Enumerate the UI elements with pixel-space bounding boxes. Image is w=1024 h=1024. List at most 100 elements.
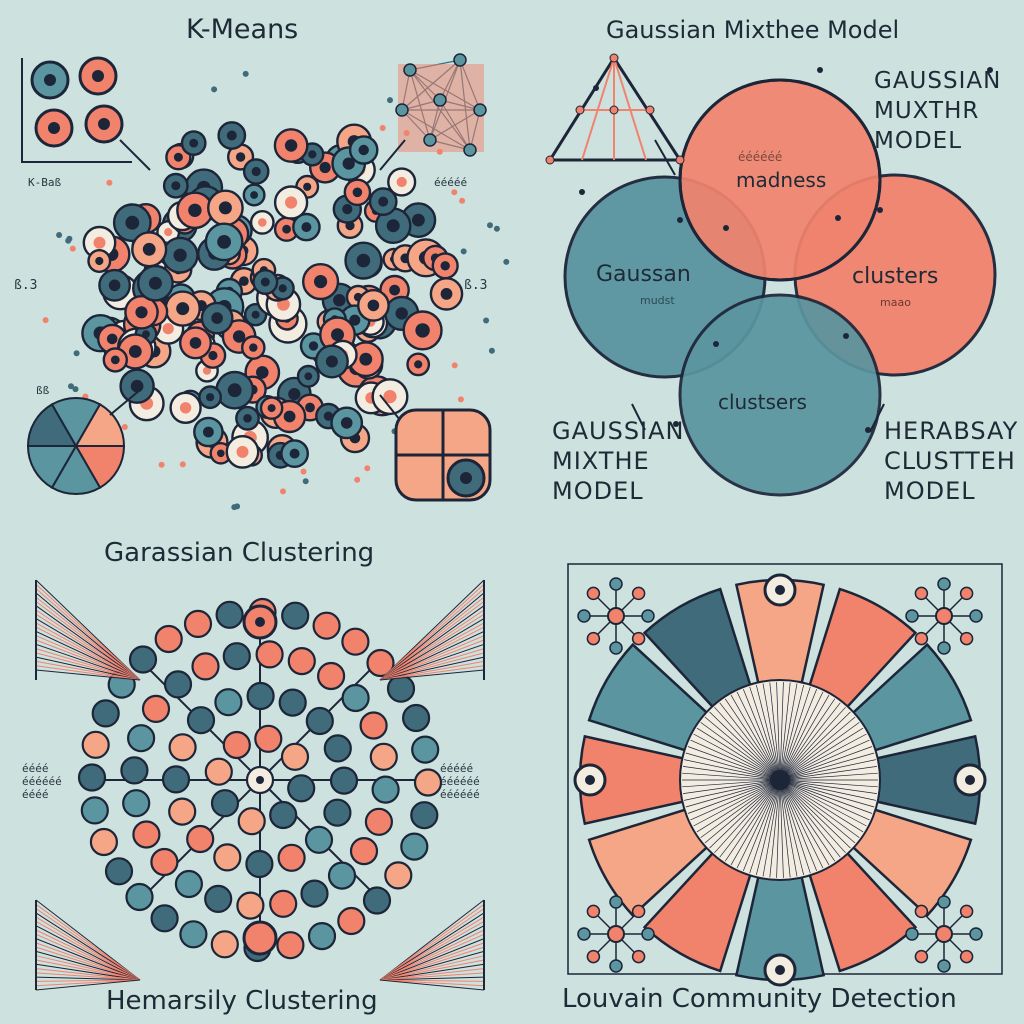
hier-node (80, 796, 109, 825)
cluster-point-center (110, 355, 120, 365)
cluster-point-center (106, 333, 118, 345)
hub-ray (779, 779, 811, 874)
fan-frame (35, 580, 485, 990)
hub-ray (779, 716, 856, 781)
fan-line (35, 665, 141, 681)
hier-node (255, 640, 284, 669)
fan-line (35, 979, 141, 987)
hub-ray (779, 766, 878, 781)
cluster-point-center (308, 150, 317, 159)
mini-hub (935, 607, 953, 625)
cluster-point-center (331, 328, 344, 342)
hub-ray (724, 698, 781, 781)
scatter-dot (354, 476, 361, 483)
fan-line (379, 968, 485, 981)
cluster-point-center (173, 152, 183, 162)
gmm-dot (817, 67, 823, 73)
hub-ray (779, 779, 878, 788)
cluster-point-center (217, 235, 232, 249)
cluster-point-center (389, 284, 400, 296)
mini-node (914, 586, 929, 601)
scatter-dot (488, 347, 495, 354)
gmm-circle-left-label: Gaussan (596, 262, 691, 287)
hub-ray (779, 779, 856, 844)
hub-ray (769, 682, 781, 781)
cluster-point-center (356, 253, 371, 268)
scatter-dot (179, 461, 186, 468)
hier-node (307, 921, 337, 951)
scatter-dot (387, 97, 393, 104)
hier-node (366, 648, 395, 678)
hier-node (269, 800, 298, 830)
cluster-point-center (108, 279, 121, 292)
cluster-point-center (325, 355, 338, 368)
scatter-dot (106, 179, 113, 186)
kmeans-title: K-Means (186, 14, 299, 45)
hier-node (89, 827, 119, 857)
cluster-point-center (282, 224, 291, 234)
fan-line (35, 605, 141, 681)
hub-ray (779, 779, 867, 827)
network-node (423, 133, 437, 147)
hierarchical-title: Hemarsily Clustering (106, 986, 378, 1016)
fan-line (379, 622, 485, 681)
hier-node (127, 724, 156, 753)
triangle-node (675, 155, 685, 165)
hier-node (128, 645, 158, 674)
hub-ray (779, 779, 876, 801)
mini-node (609, 959, 623, 973)
hub-ray (704, 716, 781, 781)
cluster-point-center (93, 236, 106, 249)
hier-node (384, 861, 413, 890)
legend-circle-center (48, 122, 60, 134)
fan-line (379, 955, 485, 981)
cluster-point-center (319, 161, 331, 174)
cluster-point-center (226, 130, 237, 141)
leader-line (109, 389, 141, 416)
legend-circle-center (92, 70, 104, 82)
hub-ray (779, 759, 876, 781)
hier-node (386, 674, 416, 703)
hier-node (150, 904, 179, 933)
cluster-point-center (285, 196, 298, 209)
fan-line (35, 899, 141, 981)
hub-ray (779, 779, 864, 833)
mini-node (586, 586, 601, 601)
mini-node (937, 959, 951, 973)
mini-node (609, 641, 623, 655)
fan-line (379, 605, 485, 681)
hub-ray (779, 702, 841, 781)
gmm-circle-top-faint: éééééé (738, 150, 783, 164)
cluster-point-center (208, 350, 218, 361)
hier-node (161, 765, 191, 794)
cluster-point-center (189, 138, 199, 148)
network-node (463, 143, 477, 157)
hub-ray (696, 779, 781, 833)
gmm-circle-top-outline (678, 78, 882, 282)
cluster-point-center (415, 323, 430, 338)
fan-line (379, 601, 485, 681)
gmm-bottom-left-label: GAUSSIAN MIXTHE MODEL (552, 417, 685, 505)
cluster-point-center (148, 276, 162, 290)
hub-ray (779, 779, 841, 858)
fan-line (35, 942, 141, 981)
hub-ray (709, 711, 781, 781)
fan-line (379, 899, 485, 981)
louvain-title: Louvain Community Detection (562, 984, 957, 1014)
cluster-point-center (352, 187, 363, 198)
mini-node (959, 586, 974, 601)
scatter-dot (451, 362, 458, 369)
hub-ray (730, 779, 781, 866)
hub-ray (709, 779, 781, 849)
hub-ray (779, 688, 818, 781)
gmm-panel (545, 53, 997, 497)
mini-hub (935, 925, 953, 943)
fan-line (35, 588, 141, 681)
hier-node (77, 763, 107, 792)
cluster-point-center (188, 203, 202, 217)
hier-node (280, 742, 310, 771)
cluster-point-center (232, 330, 246, 343)
gmm-dot (677, 217, 683, 223)
cluster-point-center (125, 215, 140, 230)
fan-line (35, 963, 141, 981)
